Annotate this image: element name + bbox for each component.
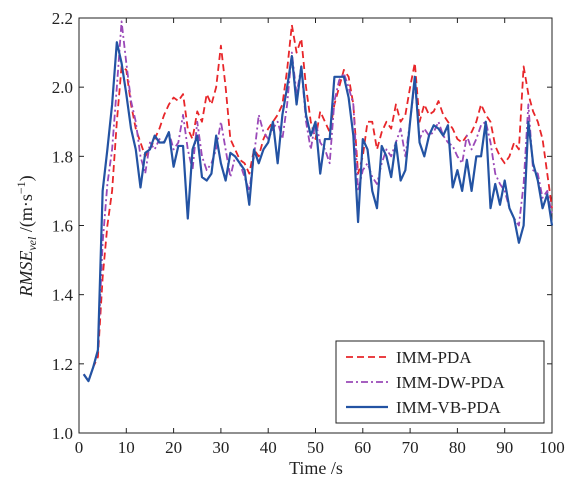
y-tick-label: 1.8 xyxy=(52,147,73,166)
x-tick-label: 60 xyxy=(354,438,371,457)
series-line-imm-dw-pda xyxy=(82,20,553,383)
x-tick-label: 80 xyxy=(449,438,466,457)
y-axis-label-unit-close: ) xyxy=(16,175,37,181)
y-axis-label: RMSEvel /(m·s−1) xyxy=(14,175,39,297)
legend-label: IMM-VB-PDA xyxy=(396,398,502,417)
x-axis-label: Time /s xyxy=(289,458,343,478)
legend-label: IMM-DW-PDA xyxy=(396,373,505,392)
x-tick-label: 90 xyxy=(496,438,513,457)
y-axis-label-sub: vel xyxy=(25,236,39,251)
y-axis-label-main: RMSE xyxy=(16,251,36,298)
series-line-imm-pda xyxy=(82,24,553,383)
y-tick-label: 2.0 xyxy=(52,78,73,97)
x-axis-ticks: 0 10 20 30 40 50 60 70 80 90 100 xyxy=(75,18,565,457)
x-tick-label: 10 xyxy=(118,438,135,457)
legend-label: IMM-PDA xyxy=(396,348,472,367)
legend: IMM-PDA IMM-DW-PDA IMM-VB-PDA xyxy=(335,340,545,424)
y-tick-label: 1.4 xyxy=(52,286,74,305)
y-axis-label-unit: /(m·s xyxy=(16,194,37,237)
x-tick-label: 30 xyxy=(212,438,229,457)
y-tick-label: 1.6 xyxy=(52,217,73,236)
y-tick-label: 1.0 xyxy=(52,424,73,443)
y-tick-label: 2.2 xyxy=(52,9,73,28)
series-lines xyxy=(82,20,554,383)
x-tick-label: 40 xyxy=(260,438,277,457)
legend-box xyxy=(335,340,545,424)
y-axis-ticks: 1.0 1.2 1.4 1.6 1.8 2.0 2.2 xyxy=(52,9,552,443)
series-line-imm-vb-pda xyxy=(82,41,554,383)
x-tick-label: 20 xyxy=(165,438,182,457)
y-tick-label: 1.2 xyxy=(52,355,73,374)
x-tick-label: 70 xyxy=(402,438,419,457)
x-tick-label: 50 xyxy=(307,438,324,457)
y-axis-label-unit-exp: −1 xyxy=(14,181,28,194)
x-tick-label: 0 xyxy=(75,438,84,457)
x-tick-label: 100 xyxy=(539,438,565,457)
